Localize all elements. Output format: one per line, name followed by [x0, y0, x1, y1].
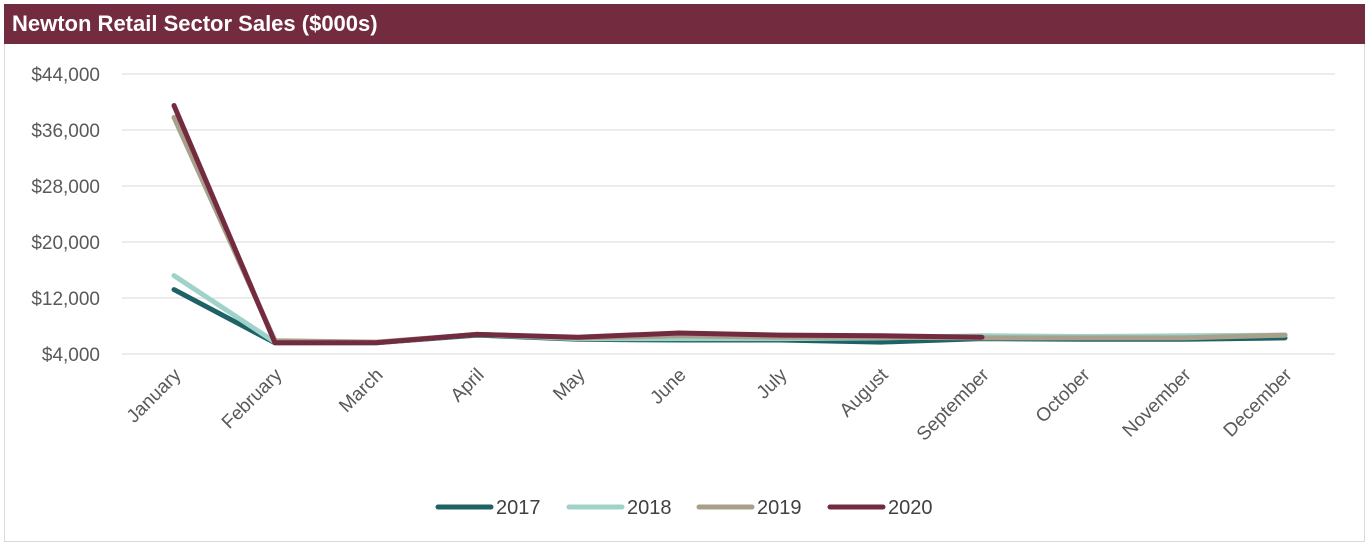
series-lines [171, 103, 1288, 346]
y-tick-label: $12,000 [31, 289, 100, 310]
chart-title-bar: Newton Retail Sector Sales ($000s) [4, 4, 1365, 44]
y-tick-label: $4,000 [42, 345, 100, 366]
y-axis: $4,000 $12,000 $20,000 $28,000 $36,000 $44,00… [31, 65, 100, 366]
legend-label-2017: 2017 [496, 497, 541, 519]
x-tick-label: May [549, 364, 590, 405]
y-tick-label: $20,000 [31, 233, 100, 254]
y-tick-label: $44,000 [31, 65, 100, 86]
x-tick-label: October [1032, 364, 1095, 427]
legend: 2017 2018 2019 2020 [435, 497, 933, 519]
x-tick-label: June [647, 365, 691, 409]
legend-label-2020: 2020 [888, 497, 933, 519]
x-tick-label: February [218, 364, 287, 433]
chart-frame [4, 4, 1365, 542]
series-line-2020 [171, 103, 985, 346]
y-tick-label: $28,000 [31, 177, 100, 198]
gridlines [122, 73, 1335, 355]
y-tick-label: $36,000 [31, 121, 100, 142]
x-tick-label: December [1220, 364, 1297, 441]
x-axis: January February March April May June July Augu… [123, 364, 1297, 445]
legend-label-2018: 2018 [627, 497, 672, 519]
x-tick-label: September [913, 364, 994, 445]
x-tick-label: April [447, 365, 489, 407]
series-line-2019 [171, 114, 1288, 345]
x-tick-label: July [753, 364, 792, 403]
x-tick-label: March [335, 365, 387, 417]
legend-label-2019: 2019 [757, 497, 802, 519]
x-tick-label: November [1119, 364, 1196, 441]
x-tick-label: August [836, 364, 893, 421]
chart-title: Newton Retail Sector Sales ($000s) [12, 11, 378, 36]
x-tick-label: January [123, 364, 186, 427]
